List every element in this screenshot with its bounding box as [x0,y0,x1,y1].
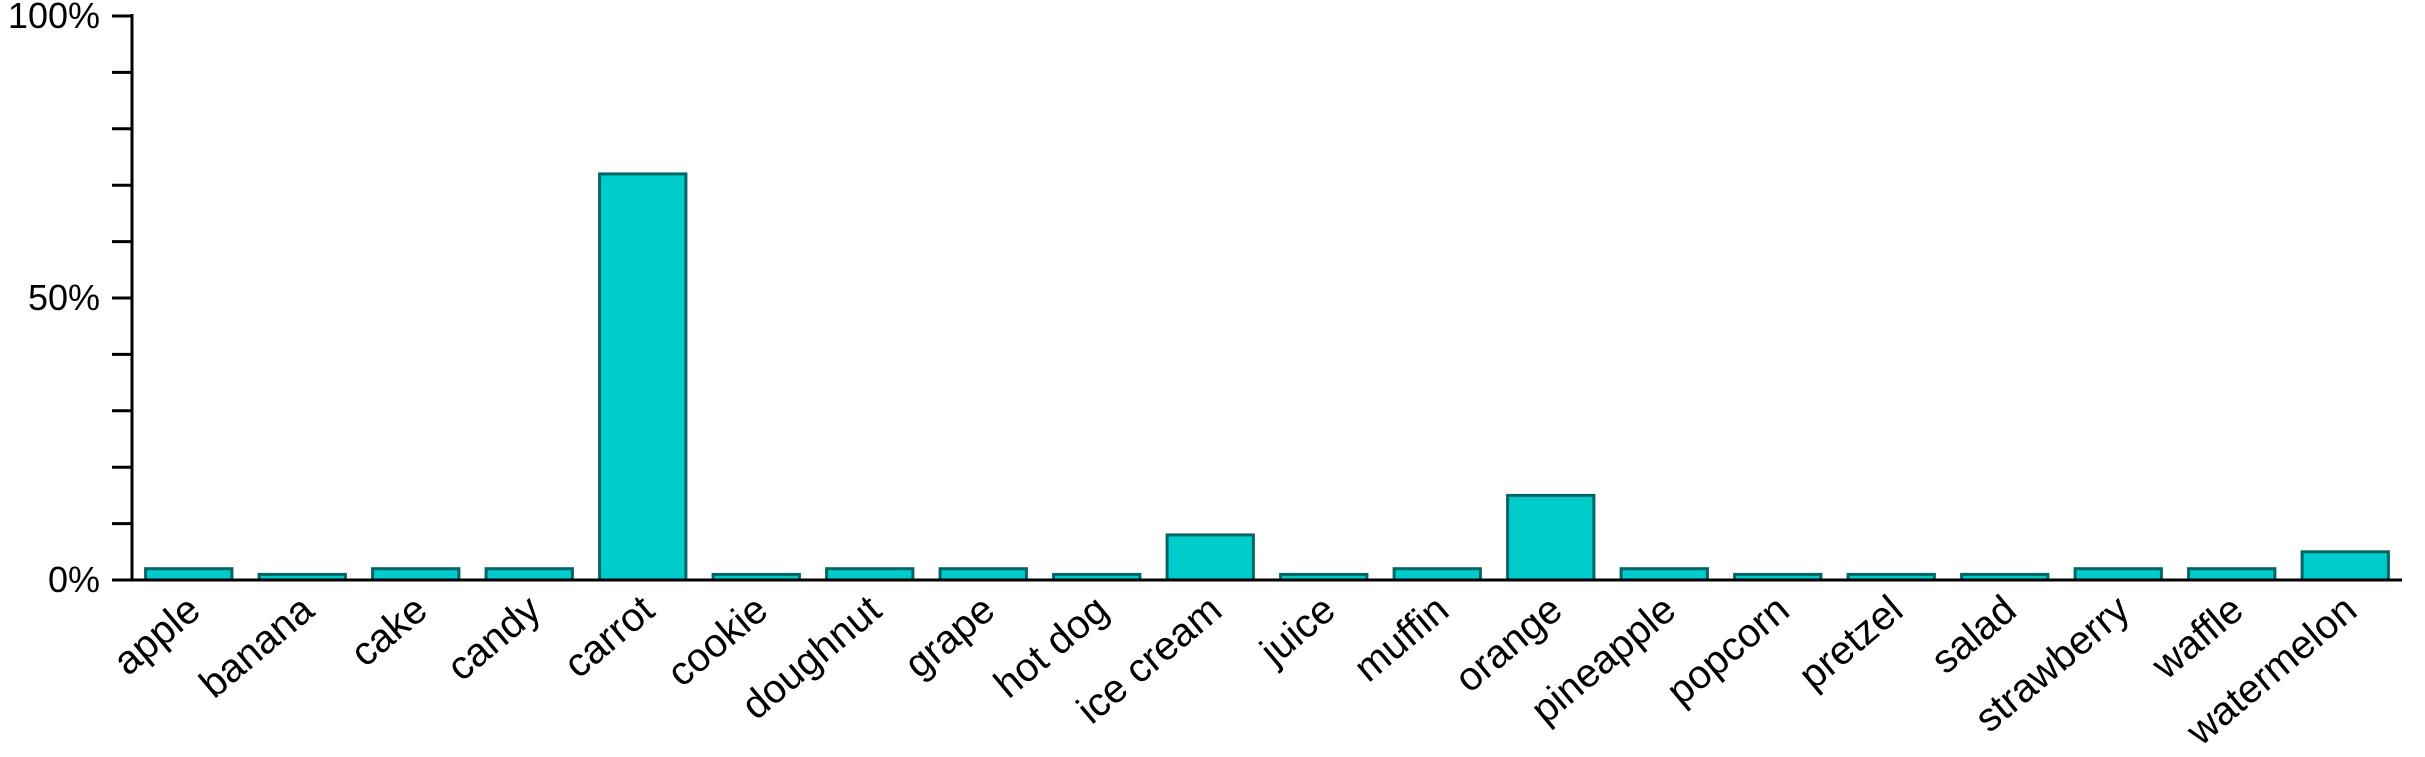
bar-doughnut [825,567,915,582]
x-tick-label: carrot [556,587,663,686]
bar-strawberry [2073,567,2163,582]
bar-cake [371,567,461,582]
y-tick-label: 0% [48,559,100,600]
bar-carrot [598,172,688,582]
bar-grape [938,567,1028,582]
bars [144,172,2390,582]
x-tick-label: cake [343,587,436,675]
bar-candy [484,567,574,582]
x-tick-label: apple [105,587,208,684]
x-tick-label: pretzel [1791,587,1911,698]
bar-muffin [1392,567,1482,582]
x-tick-label: banana [191,587,322,707]
bar-waffle [2187,567,2277,582]
bar-ice-cream [1165,533,1255,582]
x-tick-label: muffin [1346,587,1457,690]
y-tick-label: 100% [8,0,100,36]
y-tick-label: 50% [28,277,100,318]
bar-apple [144,567,234,582]
x-tick-label: candy [439,587,549,689]
bar-pineapple [1619,567,1709,582]
y-axis: 100% 50% 0% [8,0,134,600]
x-tick-label: popcorn [1659,587,1798,714]
bar-orange [1506,493,1596,582]
x-tick-label: salad [1923,587,2025,682]
x-tick-label: juice [1251,587,1343,674]
bar-watermelon [2300,550,2390,582]
